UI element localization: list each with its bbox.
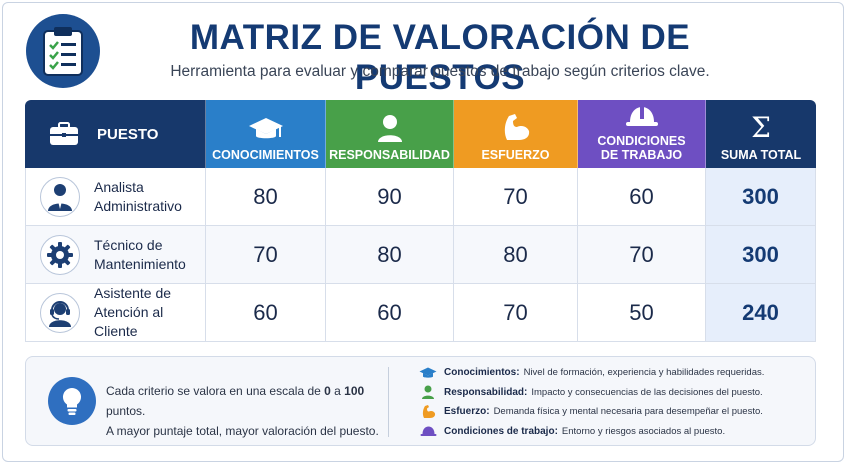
cell-responsabilidad: 80 <box>326 226 454 283</box>
puesto-name-line-2: Administrativo <box>94 197 182 214</box>
valuation-table: PUESTO CONOCIMIENTOS RESPONSABILIDAD <box>25 100 816 342</box>
header-responsabilidad: RESPONSABILIDAD <box>326 100 454 168</box>
cell-conocimientos: 60 <box>206 284 326 341</box>
cell-puesto: Técnico de Mantenimiento <box>25 226 206 283</box>
cell-responsabilidad: 90 <box>326 168 454 225</box>
cell-condiciones: 60 <box>578 168 706 225</box>
table-row: Asistente de Atención al Cliente 60 60 7… <box>25 284 816 342</box>
legend-item-condiciones: Condiciones de trabajo: Entorno y riesgo… <box>418 422 810 442</box>
header-conocimientos-label: CONOCIMIENTOS <box>212 148 319 162</box>
puesto-name-line-2: Atención al Cliente <box>94 304 164 339</box>
cell-esfuerzo: 80 <box>454 226 578 283</box>
puesto-name-line-2: Mantenimiento <box>94 255 186 272</box>
hard-hat-icon <box>418 425 438 437</box>
header-puesto-label: PUESTO <box>97 125 159 143</box>
person-icon <box>376 114 404 142</box>
flexed-arm-icon <box>418 404 438 419</box>
legend-item-conocimientos: Conocimientos: Nivel de formación, exper… <box>418 363 810 383</box>
page-subtitle: Herramienta para evaluar y comparar pues… <box>170 63 710 80</box>
scale-note-1a: Cada criterio se valora en una escala de <box>106 384 325 398</box>
puesto-name: Técnico de Mantenimiento <box>94 236 186 274</box>
scale-note: Cada criterio se valora en una escala de… <box>106 381 386 441</box>
cell-suma-total: 300 <box>706 168 816 225</box>
legend-desc: Impacto y consecuencias de las decisione… <box>531 386 763 398</box>
header-condiciones-label-2: DE TRABAJO <box>600 148 683 162</box>
sigma-icon: Σ <box>751 111 771 144</box>
header-esfuerzo-label: ESFUERZO <box>481 148 550 162</box>
clipboard-checklist-icon <box>26 14 100 88</box>
page-title: MATRIZ DE VALORACIÓN DE PUESTOS <box>189 18 691 97</box>
cell-esfuerzo: 70 <box>454 168 578 225</box>
cell-esfuerzo: 70 <box>454 284 578 341</box>
legend-desc: Demanda física y mental necesaria para d… <box>493 406 763 418</box>
scale-max: 100 <box>344 384 365 398</box>
person-icon <box>418 385 438 400</box>
header-suma-label: SUMA TOTAL <box>720 148 802 162</box>
header-condiciones-label-1: CONDICIONES <box>597 134 686 148</box>
lightbulb-icon <box>48 377 96 425</box>
cell-suma-total: 300 <box>706 226 816 283</box>
puesto-name: Asistente de Atención al Cliente <box>94 284 205 341</box>
legend-item-responsabilidad: Responsabilidad: Impacto y consecuencias… <box>418 383 810 403</box>
criteria-legend: Conocimientos: Nivel de formación, exper… <box>418 363 810 441</box>
puesto-name-line-1: Técnico de <box>94 236 163 253</box>
legend-item-esfuerzo: Esfuerzo: Demanda física y mental necesa… <box>418 402 810 422</box>
cell-conocimientos: 70 <box>206 226 326 283</box>
header-puesto: PUESTO <box>25 100 206 168</box>
flexed-arm-icon <box>501 112 531 142</box>
puesto-name-line-1: Analista <box>94 178 144 195</box>
legend-term: Conocimientos: <box>444 367 520 379</box>
legend-desc: Nivel de formación, experiencia y habili… <box>523 367 765 379</box>
graduation-cap-icon <box>248 116 284 142</box>
businessman-icon <box>40 176 80 217</box>
table-row: Técnico de Mantenimiento 70 80 80 70 300 <box>25 226 816 284</box>
headset-agent-icon <box>40 292 80 333</box>
legend-term: Condiciones de trabajo: <box>444 425 558 437</box>
briefcase-icon <box>49 122 79 146</box>
gear-icon <box>40 234 80 275</box>
graduation-cap-icon <box>418 366 438 380</box>
table-header-row: PUESTO CONOCIMIENTOS RESPONSABILIDAD <box>25 100 816 168</box>
cell-condiciones: 50 <box>578 284 706 341</box>
header-conocimientos: CONOCIMIENTOS <box>206 100 326 168</box>
scale-note-1e: puntos. <box>106 404 146 418</box>
cell-conocimientos: 80 <box>206 168 326 225</box>
table-row: Analista Administrativo 80 90 70 60 300 <box>25 168 816 226</box>
footer-divider <box>388 367 389 437</box>
hard-hat-icon <box>625 104 659 128</box>
cell-suma-total: 240 <box>706 284 816 341</box>
header-responsabilidad-label: RESPONSABILIDAD <box>329 148 450 162</box>
cell-puesto: Asistente de Atención al Cliente <box>25 284 206 341</box>
scale-note-2: A mayor puntaje total, mayor valoración … <box>106 424 379 438</box>
legend-term: Responsabilidad: <box>444 386 528 398</box>
cell-puesto: Analista Administrativo <box>25 168 206 225</box>
cell-responsabilidad: 60 <box>326 284 454 341</box>
header-esfuerzo: ESFUERZO <box>454 100 578 168</box>
scale-min: 0 <box>324 384 331 398</box>
header-suma: Σ SUMA TOTAL <box>706 100 816 168</box>
puesto-name-line-1: Asistente de <box>94 285 172 301</box>
scale-note-1c: a <box>330 384 345 398</box>
legend-term: Esfuerzo: <box>444 406 490 418</box>
footer-panel: Cada criterio se valora en una escala de… <box>25 356 816 446</box>
header-condiciones: CONDICIONES DE TRABAJO <box>578 100 706 168</box>
legend-desc: Entorno y riesgos asociados al puesto. <box>561 425 726 437</box>
puesto-name: Analista Administrativo <box>94 178 182 216</box>
cell-condiciones: 70 <box>578 226 706 283</box>
